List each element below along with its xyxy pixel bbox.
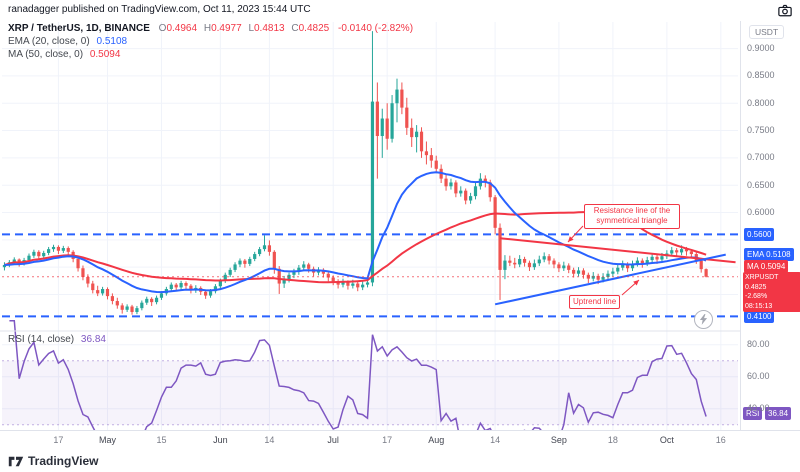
annotation-arrow: [568, 236, 574, 242]
axis-currency-label: USDT: [749, 25, 785, 39]
low-label: L: [248, 23, 254, 34]
time-axis-label: 14: [490, 435, 501, 445]
high-value: 0.4977: [211, 23, 242, 34]
rsi-legend[interactable]: RSI (14, close) 36.84: [8, 334, 106, 345]
time-axis-label: 15: [156, 435, 167, 445]
close-value: 0.4825: [298, 23, 330, 34]
time-axis-label: 16: [715, 435, 726, 445]
axis-scale-label: 0.8000: [747, 97, 775, 108]
ema-price-badge: EMA 0.5108: [744, 248, 794, 261]
axis-scale-label: 60.00: [747, 371, 770, 382]
time-axis-label: Aug: [428, 435, 445, 445]
publish-header: ranadagger published on TradingView.com,…: [0, 0, 800, 21]
camera-icon: [778, 4, 792, 17]
candlestick-chart-canvas[interactable]: [0, 0, 740, 450]
ma-price-badge: MA 0.5094: [744, 260, 789, 273]
support-price-badge: 0.4100: [744, 310, 775, 323]
resistance-price-badge: 0.5600: [744, 228, 775, 241]
rsi-legend-value: 36.84: [80, 334, 106, 345]
rsi-name-badge: RSI: [743, 407, 763, 420]
axis-scale-label: 0.7000: [747, 152, 775, 163]
annotation-uptrend-label[interactable]: Uptrend line: [569, 295, 621, 310]
axis-scale-label: 40.00: [747, 403, 770, 414]
time-axis[interactable]: 17 May 15 Jun 14 Jul 17 Aug 14 Sep 18 Oct 16: [0, 430, 800, 451]
axis-scale-label: 0.8500: [747, 70, 775, 81]
time-axis-label: Sep: [550, 435, 567, 445]
symbol-title[interactable]: XRP / TetherUS, 1D, BINANCE: [8, 23, 150, 34]
tradingview-wordmark[interactable]: TradingView: [28, 454, 99, 468]
rsi-value-badge: 36.84: [765, 407, 792, 420]
ema20-line[interactable]: [4, 171, 707, 294]
time-axis-label: 17: [382, 435, 393, 445]
high-label: H: [203, 23, 212, 34]
uptrend-line[interactable]: [494, 253, 726, 306]
ema-legend-label: EMA (20, close, 0): [8, 36, 90, 47]
axis-scale-label: 0.9000: [747, 43, 775, 54]
time-axis-label: 17: [53, 435, 64, 445]
tradingview-logo-icon[interactable]: [8, 454, 24, 469]
open-label: O: [158, 23, 167, 34]
time-axis-label: Oct: [659, 435, 674, 445]
axis-scale-label: 0.6500: [747, 179, 775, 190]
ma-legend[interactable]: MA (50, close, 0) 0.5094: [8, 49, 120, 60]
triangle-resistance-line[interactable]: [499, 237, 736, 264]
publish-text: ranadagger published on TradingView.com,…: [8, 4, 311, 15]
symbol-badge-countdown: 08:15:13: [745, 302, 773, 310]
time-axis-label: Jul: [327, 435, 339, 445]
time-axis-label: May: [98, 435, 116, 445]
rsi-legend-label: RSI (14, close): [8, 334, 75, 345]
axis-scale-label: 80.00: [747, 339, 770, 350]
change-value: -0.0140 (-2.82%): [337, 23, 414, 34]
rsi-line[interactable]: [9, 320, 707, 450]
ema-legend[interactable]: EMA (20, close, 0) 0.5108: [8, 36, 127, 47]
ma-legend-label: MA (50, close, 0): [8, 49, 84, 60]
time-axis-label: 18: [607, 435, 618, 445]
low-value: 0.4813: [254, 23, 285, 34]
axis-scale-label: 0.6000: [747, 207, 775, 217]
symbol-price-badge: XRPUSDT 0.4825 -2.68% 08:15:13: [743, 272, 800, 312]
quick-trade-lightning-button[interactable]: [694, 310, 713, 329]
annotation-resistance-label[interactable]: Resistance line of the symmetrical trian…: [584, 204, 680, 229]
open-value: 0.4964: [166, 23, 198, 34]
lightning-icon: [699, 314, 708, 325]
symbol-badge-change: -2.68%: [745, 293, 768, 300]
price-axis[interactable]: USDT 0.5600 EMA 0.5108 MA 0.5094 XRPUSDT…: [740, 21, 800, 450]
annotation-arrow: [633, 280, 639, 286]
ma-legend-value: 0.5094: [89, 49, 121, 60]
time-axis-label: 14: [264, 435, 275, 445]
footer: TradingView: [0, 450, 800, 472]
close-label: C: [291, 23, 299, 34]
symbol-legend[interactable]: XRP / TetherUS, 1D, BINANCE O0.4964 H0.4…: [8, 23, 413, 34]
time-axis-label: Jun: [213, 435, 228, 445]
axis-scale-label: 0.7500: [747, 125, 775, 136]
ema-legend-value: 0.5108: [96, 36, 128, 47]
